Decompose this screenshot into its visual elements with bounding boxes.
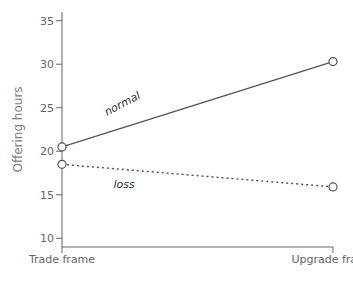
svg-text:35: 35 [40,15,54,28]
svg-text:Offering hours: Offering hours [11,86,25,172]
svg-text:normal: normal [102,89,142,119]
svg-text:30: 30 [40,58,54,71]
svg-text:loss: loss [113,178,135,191]
svg-text:10: 10 [40,232,54,245]
svg-text:25: 25 [40,102,54,115]
svg-text:Upgrade frame: Upgrade frame [291,253,345,266]
svg-text:15: 15 [40,189,54,202]
svg-text:20: 20 [40,145,54,158]
svg-text:Trade frame: Trade frame [28,253,95,266]
